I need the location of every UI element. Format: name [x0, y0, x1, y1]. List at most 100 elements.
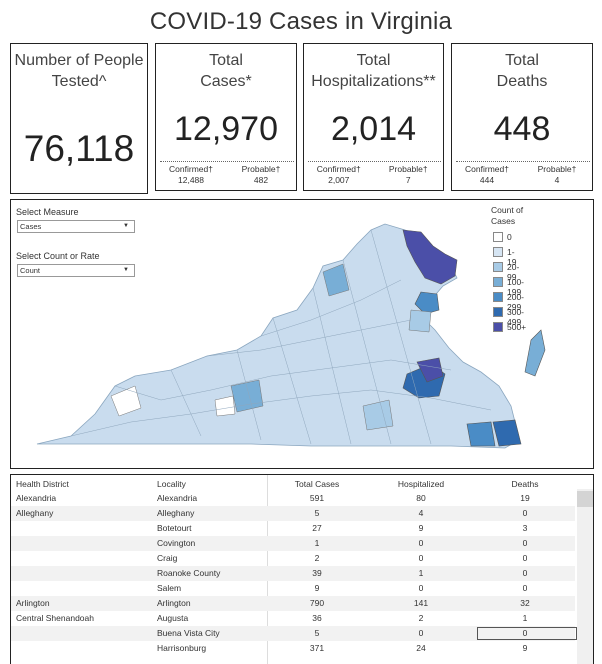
table-scrollbar[interactable]	[577, 489, 593, 664]
measure-select-value: Cases	[20, 222, 42, 231]
deaths-cell: 3	[522, 523, 528, 533]
deaths-cell: 0	[522, 628, 528, 638]
cases-breakdown: Confirmed† 12,488 Probable† 482	[155, 161, 297, 191]
measure-select[interactable]: Cases ▼	[17, 220, 135, 233]
tested-value: 76,118	[23, 128, 135, 169]
hosp-confirmed: Confirmed† 2,007	[304, 164, 374, 186]
hosp-confirmed-value: 2,007	[328, 175, 350, 185]
count-select[interactable]: Count ▼	[17, 264, 135, 277]
deaths-label-line2: Deaths	[496, 73, 548, 90]
hospitalized-cell: 141	[413, 598, 429, 608]
legend-title: Count of Cases	[491, 205, 523, 227]
locality-cell: Buena Vista City	[157, 628, 220, 638]
county-white-2	[214, 395, 236, 417]
deaths-label: Total Deaths	[452, 50, 592, 92]
hospitalized-cell: 0	[418, 583, 424, 593]
hosp-label: Total Hospitalizations**	[304, 50, 443, 92]
locality-cell: Salem	[157, 583, 182, 593]
header-total-cases[interactable]: Total Cases	[294, 479, 340, 489]
deaths-confirmed-label: Confirmed†	[465, 164, 509, 174]
deaths-cell: 0	[522, 553, 528, 563]
cases-cell: 790	[309, 598, 325, 608]
locality-cell: Craig	[157, 553, 178, 563]
table-row[interactable]: Covington 1 0 0	[11, 536, 575, 551]
county-chesterfield	[416, 357, 444, 383]
deaths-probable: Probable† 4	[522, 164, 592, 186]
legend-swatch	[493, 307, 503, 317]
legend-label: 300-499	[507, 307, 525, 327]
cases-cell: 39	[312, 568, 322, 578]
data-table: Health District Locality Total Cases Hos…	[10, 474, 594, 664]
county-mid-1	[230, 379, 264, 413]
chevron-down-icon: ▼	[123, 223, 129, 229]
table-row[interactable]: Arlington Arlington 790 141 32	[11, 596, 575, 611]
hosp-probable-value: 7	[405, 175, 411, 185]
chevron-down-icon: ▼	[123, 267, 129, 273]
hosp-label-line1: Total	[356, 52, 391, 69]
deaths-probable-label: Probable†	[537, 164, 577, 174]
deaths-cell: 32	[520, 598, 530, 608]
tested-label-line2: Tested^	[51, 73, 107, 90]
table-row[interactable]: Central Shenandoah Augusta 36 2 1	[11, 611, 575, 626]
deaths-cell: 0	[522, 583, 528, 593]
locality-cell: Arlington	[157, 598, 191, 608]
virginia-map[interactable]	[11, 200, 595, 470]
cases-cell: 371	[309, 643, 325, 653]
table-row[interactable]: Roanoke County 39 1 0	[11, 566, 575, 581]
table-row[interactable]: Craig 2 0 0	[11, 551, 575, 566]
tested-card: Number of People Tested^ 76,118	[10, 43, 148, 194]
hosp-value: 2,014	[330, 110, 417, 148]
hosp-label-line2: Hospitalizations**	[311, 73, 436, 90]
locality-cell: Botetourt	[157, 523, 192, 533]
cases-probable-value: 482	[253, 175, 269, 185]
header-locality[interactable]: Locality	[157, 479, 186, 489]
legend-swatch	[493, 277, 503, 287]
locality-cell: Covington	[157, 538, 196, 548]
table-row[interactable]: Alexandria Alexandria 591 80 19	[11, 491, 575, 506]
deaths-value: 448	[493, 110, 551, 148]
district-cell: Central Shenandoah	[16, 613, 94, 623]
legend-title-line2: Cases	[491, 216, 516, 226]
hospitalized-cell: 24	[416, 643, 426, 653]
table-row[interactable]: Botetourt 27 9 3	[11, 521, 575, 536]
cases-label-line2: Cases*	[200, 73, 252, 90]
header-health-district[interactable]: Health District	[16, 479, 69, 489]
legend-label: 200-299	[507, 292, 525, 312]
cases-probable: Probable† 482	[226, 164, 296, 186]
deaths-card: Total Deaths 448	[451, 43, 593, 161]
hosp-confirmed-label: Confirmed†	[316, 164, 361, 174]
deaths-cell: 1	[522, 613, 528, 623]
header-hospitalized[interactable]: Hospitalized	[397, 479, 445, 489]
legend-swatch	[493, 262, 503, 272]
hosp-probable: Probable† 7	[374, 164, 444, 186]
cases-confirmed-label: Confirmed†	[169, 164, 213, 174]
legend-label: 1-19	[507, 247, 517, 267]
locality-cell: Alleghany	[157, 508, 195, 518]
legend-swatch	[493, 292, 503, 302]
count-label: Select Count or Rate	[16, 251, 100, 261]
tested-label-line1: Number of People	[14, 52, 144, 69]
table-row[interactable]: Alleghany Alleghany 5 4 0	[11, 506, 575, 521]
map-panel: Select Measure Cases ▼ Select Count or R…	[10, 199, 594, 469]
table-scrollbar-thumb[interactable]	[577, 491, 593, 507]
legend-label: 20-99	[507, 262, 520, 282]
hospitalized-cell: 1	[418, 568, 424, 578]
table-row[interactable]: Salem 9 0 0	[11, 581, 575, 596]
hospitalized-cell: 9	[418, 523, 424, 533]
table-row[interactable]: Buena Vista City 5 0 0	[11, 626, 575, 641]
hospitalized-cell: 0	[418, 553, 424, 563]
deaths-confirmed-value: 444	[479, 175, 495, 185]
header-deaths[interactable]: Deaths	[511, 479, 539, 489]
hospitalized-cell: 0	[418, 628, 424, 638]
page-title: COVID-19 Cases in Virginia	[149, 8, 453, 35]
hospitalized-cell: 0	[418, 538, 424, 548]
county-white-1	[110, 385, 142, 417]
hosp-breakdown: Confirmed† 2,007 Probable† 7	[303, 161, 444, 191]
cases-cell: 36	[312, 613, 322, 623]
cases-cell: 9	[314, 583, 320, 593]
district-cell: Alexandria	[16, 493, 57, 503]
table-row[interactable]: Harrisonburg 371 24 9	[11, 641, 575, 656]
selected-cell	[477, 627, 577, 640]
legend-label: 500+	[507, 322, 527, 332]
cases-cell: 27	[312, 523, 322, 533]
